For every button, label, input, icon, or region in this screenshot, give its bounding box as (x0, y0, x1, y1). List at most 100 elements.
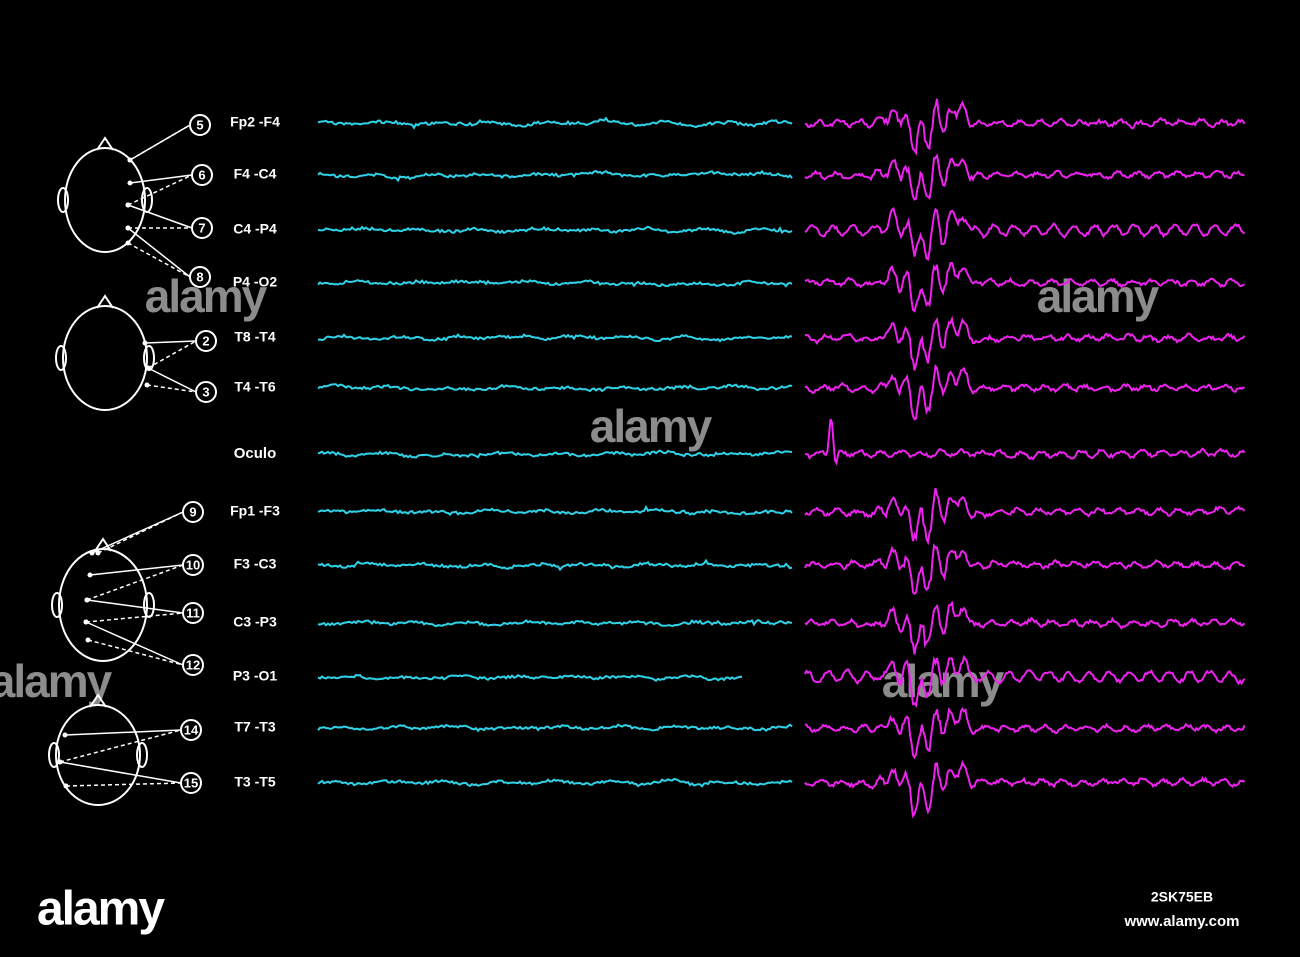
watermark-url: www.alamy.com (1123, 913, 1239, 930)
channel-label: T8 -T4 (234, 329, 275, 345)
electrode-number: 11 (186, 605, 200, 620)
lead-line (85, 612, 184, 623)
electrode (127, 157, 133, 163)
seizure-trace (804, 654, 1246, 708)
head (64, 147, 146, 253)
channel-label: F3 -C3 (234, 556, 277, 572)
electrode (57, 759, 63, 765)
electrode-badge (189, 114, 211, 136)
seizure-trace (804, 363, 1245, 421)
electrode-number: 15 (184, 775, 198, 790)
seizure-trace (804, 98, 1246, 156)
baseline-trace (317, 278, 793, 288)
electrode-badge (189, 266, 211, 288)
electrode-number: 3 (202, 384, 209, 399)
nose (96, 136, 114, 151)
electrode (144, 382, 150, 388)
electrode (142, 340, 148, 346)
electrode (127, 180, 133, 186)
seizure-trace (804, 543, 1246, 596)
channel-label: P3 -O1 (233, 668, 278, 684)
lead-line (85, 621, 184, 666)
lead-line (146, 384, 197, 393)
electrode-badge (182, 654, 204, 676)
baseline-trace (317, 777, 793, 788)
channel-label: Oculo (234, 445, 277, 462)
seizure-trace (804, 418, 1246, 467)
lead-line (127, 174, 193, 206)
lead-line (89, 564, 184, 576)
nose (94, 537, 112, 552)
electrode (87, 572, 93, 578)
lead-line (86, 599, 184, 614)
ear (57, 187, 69, 213)
ear (55, 345, 67, 371)
electrode (62, 732, 68, 738)
watermark-brand: alamy (590, 400, 713, 452)
baseline-trace (317, 449, 793, 459)
seizure-trace (804, 600, 1246, 655)
seizure-trace (804, 262, 1245, 313)
channel-label: Fp1 -F3 (230, 503, 280, 519)
electrode-number: 14 (184, 722, 199, 737)
watermark-brand: alamy (1037, 270, 1160, 322)
electrode-badge (182, 602, 204, 624)
lead-line (59, 761, 182, 784)
lead-line (147, 340, 197, 369)
lead-line (127, 204, 193, 229)
electrode (63, 783, 69, 789)
electrode-number: 12 (186, 657, 200, 672)
lead-line (97, 511, 184, 554)
baseline-trace (317, 169, 793, 183)
ear (143, 592, 155, 618)
electrode (95, 550, 101, 556)
electrode-number: 9 (189, 504, 196, 519)
electrode-badge (182, 501, 204, 523)
electrode-badge (191, 164, 213, 186)
electrode-number: 7 (198, 220, 205, 235)
lead-line (144, 340, 197, 344)
electrode-badge (191, 217, 213, 239)
ear (48, 742, 60, 768)
watermark-id: 2SK75EB (1151, 889, 1213, 905)
electrode-number: 2 (202, 333, 209, 348)
lead-line (129, 174, 193, 184)
electrode (85, 637, 91, 643)
baseline-trace (317, 225, 793, 235)
seizure-trace (804, 206, 1246, 261)
channel-label: T3 -T5 (234, 774, 275, 790)
seizure-trace (804, 153, 1245, 201)
electrode-number: 10 (186, 557, 200, 572)
head (55, 704, 141, 806)
nose (96, 294, 114, 309)
baseline-trace (317, 504, 793, 516)
lead-line (127, 242, 191, 278)
channel-label: F4 -C4 (234, 166, 277, 182)
channel-label: T4 -T6 (234, 379, 275, 395)
electrode-badge (180, 772, 202, 794)
baseline-trace (317, 723, 793, 733)
watermark-brand: alamy (37, 883, 165, 936)
electrode-badge (182, 554, 204, 576)
channel-label: C3 -P3 (233, 614, 277, 630)
ear (136, 742, 148, 768)
baseline-trace (317, 673, 743, 682)
channel-label: T7 -T3 (234, 719, 275, 735)
head (58, 548, 148, 662)
electrode (89, 550, 95, 556)
nose (89, 693, 107, 708)
electrode (125, 225, 131, 231)
electrode-number: 8 (196, 269, 203, 284)
electrode-badge (195, 330, 217, 352)
lead-line (86, 564, 184, 601)
electrode (145, 365, 151, 371)
channel-label: Fp2 -F4 (230, 114, 280, 130)
lead-line (147, 367, 197, 393)
lead-line (129, 124, 191, 161)
baseline-trace (317, 558, 793, 572)
channel-label: P4 -O2 (233, 274, 278, 290)
lead-line (64, 729, 182, 736)
electrode (84, 597, 90, 603)
baseline-trace (317, 383, 793, 393)
